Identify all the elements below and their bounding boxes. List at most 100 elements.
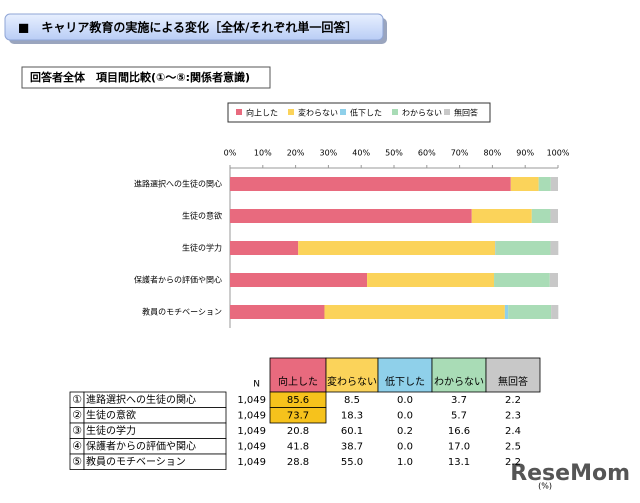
x-tick-label: 50% [385, 149, 403, 158]
legend-swatch [392, 109, 398, 115]
n-value: 1,049 [237, 441, 266, 452]
legend-swatch [340, 109, 346, 115]
x-tick-label: 0% [224, 149, 237, 158]
row-label: 保護者からの評価や関心 [86, 439, 196, 452]
page-title: ■ キャリア教育の実施による変化［全体/それぞれ単一回答］ [18, 20, 357, 35]
table-header: わからない [434, 376, 484, 388]
table-header: 変わらない [327, 375, 377, 388]
legend-label: わからない [402, 109, 442, 118]
bar-segment [550, 177, 558, 191]
table-value: 1.0 [397, 457, 413, 468]
bar-segment [230, 305, 325, 319]
row-number: ③ [72, 424, 82, 437]
table-value: 2.3 [505, 410, 521, 421]
legend-box [227, 102, 491, 123]
table-value: 55.0 [341, 457, 363, 468]
row-label: 生徒の学力 [86, 424, 136, 437]
legend-swatch [444, 109, 450, 115]
x-tick-label: 30% [320, 149, 338, 158]
table-value: 5.7 [451, 410, 467, 421]
bar-segment [504, 305, 509, 319]
bar-segment [471, 209, 532, 223]
table-value: 73.7 [287, 410, 309, 421]
x-tick-label: 70% [451, 149, 469, 158]
bar-segment [531, 209, 551, 223]
table-cell [269, 407, 327, 424]
row-number: ⑤ [72, 455, 82, 468]
category-label: 保護者からの評価や関心 [134, 275, 222, 285]
table-header: 無回答 [498, 375, 528, 388]
banner [4, 13, 384, 41]
row-label: 教員のモチベーション [86, 455, 186, 468]
n-value: 1,049 [237, 426, 266, 437]
table-cell [83, 453, 227, 470]
table-value: 28.8 [287, 457, 309, 468]
bar-segment [550, 209, 558, 223]
table-value: 2.4 [505, 426, 521, 437]
table-value: 16.6 [448, 426, 470, 437]
bar-segment [230, 209, 472, 223]
category-label: 生徒の意欲 [182, 211, 222, 221]
table-value: 60.1 [341, 426, 363, 437]
bar-segment [496, 241, 551, 255]
bar-segment [495, 241, 497, 255]
legend-label: 低下した [350, 108, 382, 118]
table-value: 0.0 [397, 410, 413, 421]
bar-segment [508, 305, 552, 319]
table-cell [325, 357, 379, 393]
category-label: 進路選択への生徒の関心 [134, 179, 222, 189]
bar-segment [230, 241, 299, 255]
bar-segment [494, 273, 550, 287]
table-value: 0.0 [397, 441, 413, 452]
x-tick-label: 100% [547, 149, 570, 158]
table-value: 0.2 [397, 426, 413, 437]
category-label: 教員のモチベーション [142, 307, 222, 317]
row-number: ④ [72, 439, 82, 452]
table-value: 8.5 [344, 395, 360, 406]
n-value: 1,049 [237, 395, 266, 406]
table-value: 17.0 [448, 441, 470, 452]
table-value: 85.6 [287, 395, 309, 406]
legend-swatch [288, 109, 294, 115]
x-tick-label: 20% [287, 149, 305, 158]
table-cell [431, 357, 487, 393]
legend-label: 向上した [246, 108, 278, 118]
bar-segment [298, 241, 496, 255]
category-label: 生徒の学力 [182, 243, 222, 253]
bar-segment [551, 305, 559, 319]
n-value: 1,049 [237, 457, 266, 468]
table-value: 18.3 [341, 410, 363, 421]
subtitle: 回答者全体 項目間比較(①～⑤:関係者意識) [30, 70, 250, 84]
table-cell [485, 357, 541, 393]
table-cell [377, 357, 433, 393]
n-value: 1,049 [237, 410, 266, 421]
subtitle-box [21, 66, 271, 89]
x-tick-label: 90% [516, 149, 534, 158]
bar-segment [230, 177, 511, 191]
table-value: 38.7 [341, 441, 363, 452]
bar-segment [538, 177, 551, 191]
x-tick-label: 80% [484, 149, 502, 158]
bar-segment [510, 177, 539, 191]
table-header: 低下した [385, 375, 425, 388]
table-value: 2.2 [505, 395, 521, 406]
table-value: 41.8 [287, 441, 309, 452]
bar-segment [549, 273, 558, 287]
x-tick-label: 60% [418, 149, 436, 158]
table-cell [269, 357, 327, 393]
table-value: 2.5 [505, 441, 521, 452]
table-header: 向上した [278, 375, 318, 388]
row-number: ② [72, 408, 82, 421]
unit-note: (%) [538, 482, 552, 491]
table-value: 0.0 [397, 395, 413, 406]
bar-segment [230, 273, 368, 287]
bar-segment [367, 273, 495, 287]
table-value: 2.2 [505, 457, 521, 468]
table-header: N [253, 380, 260, 390]
legend-label: 無回答 [454, 108, 478, 118]
table-value: 20.8 [287, 426, 309, 437]
table-value: 13.1 [448, 457, 470, 468]
bar-segment [550, 241, 559, 255]
